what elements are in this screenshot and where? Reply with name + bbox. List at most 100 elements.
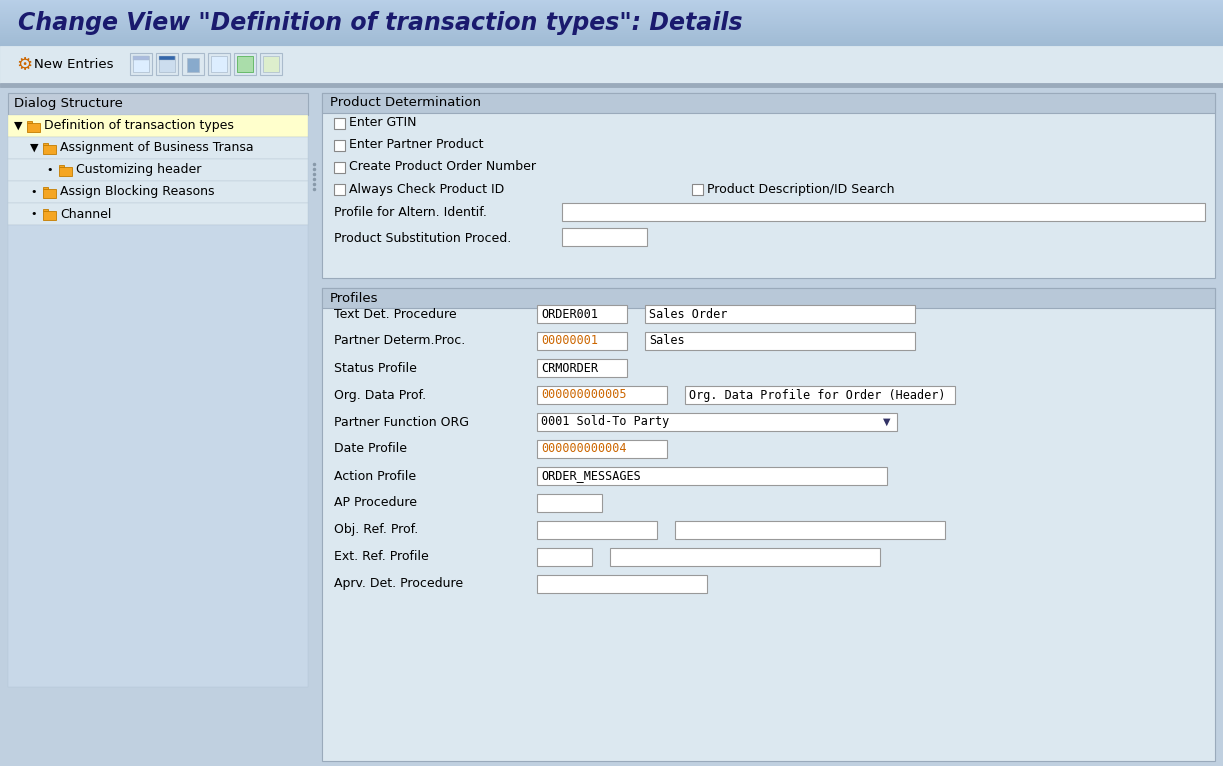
Bar: [563, 203, 1205, 221]
Bar: [322, 288, 1214, 308]
Bar: [645, 305, 915, 323]
Bar: [43, 142, 49, 145]
Bar: [0, 17, 1223, 18]
Bar: [0, 14, 1223, 15]
Bar: [0, 20, 1223, 21]
Bar: [322, 288, 1214, 761]
Text: •: •: [31, 187, 37, 197]
Text: Sales Order: Sales Order: [649, 307, 728, 320]
Bar: [675, 521, 945, 539]
Bar: [237, 56, 253, 72]
Text: AP Procedure: AP Procedure: [334, 496, 417, 509]
Text: Sales: Sales: [649, 335, 685, 348]
Bar: [0, 24, 1223, 25]
Bar: [563, 228, 647, 246]
Bar: [537, 305, 627, 323]
Bar: [0, 40, 1223, 41]
Text: Definition of transaction types: Definition of transaction types: [44, 119, 234, 133]
Text: Partner Determ.Proc.: Partner Determ.Proc.: [334, 335, 465, 348]
Bar: [43, 188, 56, 198]
Bar: [27, 123, 40, 132]
Text: Assign Blocking Reasons: Assign Blocking Reasons: [60, 185, 214, 198]
Bar: [0, 43, 1223, 44]
Bar: [9, 181, 308, 203]
Bar: [0, 34, 1223, 35]
Bar: [0, 1, 1223, 2]
Bar: [260, 53, 283, 75]
Bar: [133, 56, 149, 72]
Text: Profiles: Profiles: [330, 292, 378, 305]
Bar: [9, 225, 308, 687]
Bar: [537, 359, 627, 377]
Bar: [322, 93, 1214, 113]
Bar: [0, 83, 1223, 84]
Bar: [0, 10, 1223, 11]
Bar: [263, 56, 279, 72]
Bar: [334, 184, 345, 195]
Bar: [537, 521, 657, 539]
Text: Status Profile: Status Profile: [334, 362, 417, 375]
Bar: [537, 494, 602, 512]
Bar: [610, 548, 881, 566]
Bar: [0, 26, 1223, 27]
Bar: [0, 7, 1223, 8]
Text: Partner Function ORG: Partner Function ORG: [334, 415, 468, 428]
Bar: [0, 11, 1223, 12]
Text: •: •: [31, 209, 37, 219]
Bar: [0, 18, 1223, 19]
Bar: [537, 467, 887, 485]
Text: 000000000005: 000000000005: [541, 388, 626, 401]
Bar: [0, 35, 1223, 36]
Bar: [322, 93, 1214, 278]
Bar: [0, 19, 1223, 20]
Bar: [0, 30, 1223, 31]
Bar: [0, 28, 1223, 29]
Bar: [334, 162, 345, 173]
Bar: [0, 42, 1223, 43]
Text: Enter GTIN: Enter GTIN: [349, 116, 417, 129]
Text: Ext. Ref. Profile: Ext. Ref. Profile: [334, 551, 429, 564]
Text: Assignment of Business Transa: Assignment of Business Transa: [60, 142, 253, 155]
Text: 00000001: 00000001: [541, 335, 598, 348]
Text: Profile for Altern. Identif.: Profile for Altern. Identif.: [334, 207, 487, 220]
Bar: [0, 16, 1223, 17]
Text: Product Determination: Product Determination: [330, 97, 481, 110]
Bar: [0, 29, 1223, 30]
Bar: [0, 0, 1223, 1]
Text: ▼: ▼: [31, 143, 38, 153]
Bar: [537, 386, 667, 404]
Text: Enter Partner Product: Enter Partner Product: [349, 139, 483, 152]
Bar: [0, 6, 1223, 7]
Bar: [159, 56, 175, 72]
Bar: [0, 36, 1223, 37]
Bar: [0, 22, 1223, 23]
Text: ▼: ▼: [883, 417, 890, 427]
Bar: [334, 118, 345, 129]
Text: Org. Data Profile for Order (Header): Org. Data Profile for Order (Header): [689, 388, 945, 401]
Bar: [0, 41, 1223, 42]
Bar: [0, 45, 1223, 46]
Bar: [9, 159, 308, 181]
Bar: [0, 23, 1223, 24]
Text: Channel: Channel: [60, 208, 111, 221]
Bar: [0, 44, 1223, 45]
Text: Always Check Product ID: Always Check Product ID: [349, 182, 504, 195]
Bar: [537, 413, 896, 431]
Bar: [645, 332, 915, 350]
Bar: [0, 27, 1223, 28]
Bar: [0, 33, 1223, 34]
Text: Change View "Definition of transaction types": Details: Change View "Definition of transaction t…: [18, 11, 742, 35]
Bar: [334, 140, 345, 151]
Bar: [0, 4, 1223, 5]
Bar: [0, 37, 1223, 38]
Text: Aprv. Det. Procedure: Aprv. Det. Procedure: [334, 578, 464, 591]
Bar: [43, 187, 49, 189]
Text: ORDER_MESSAGES: ORDER_MESSAGES: [541, 470, 641, 483]
Bar: [182, 53, 204, 75]
Text: Obj. Ref. Prof.: Obj. Ref. Prof.: [334, 523, 418, 536]
Text: CRMORDER: CRMORDER: [541, 362, 598, 375]
Bar: [0, 15, 1223, 16]
Bar: [0, 21, 1223, 22]
Bar: [212, 56, 227, 72]
Bar: [537, 548, 592, 566]
